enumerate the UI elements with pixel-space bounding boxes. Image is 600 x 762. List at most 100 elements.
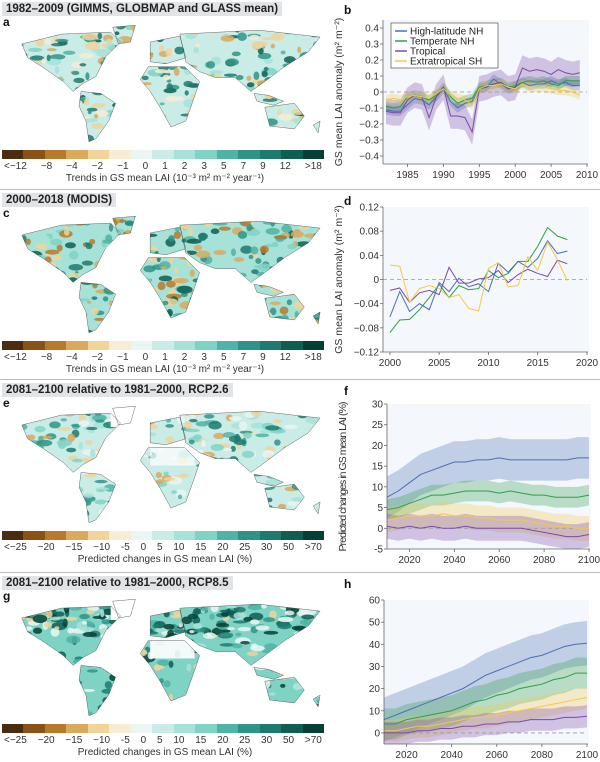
colorbar-tick-label: <−12 [4, 352, 27, 363]
uncertainty-band [386, 55, 580, 145]
colorbar-swatch [216, 724, 239, 733]
colorbar-tick-label: −2 [91, 352, 104, 363]
colorbar-tick-label: 7 [240, 161, 247, 172]
colorbar-swatch [281, 150, 303, 159]
x-tick-label: 2000 [379, 358, 402, 369]
colorbar-tick-label: 12 [279, 352, 291, 363]
colorbar-tick-label: 0 [142, 161, 149, 172]
panel-label-h: h [344, 577, 351, 591]
colorbar-swatch [173, 724, 196, 733]
colorbar-swatch [87, 724, 110, 733]
y-tick-label: 60 [369, 596, 381, 607]
legend-label: High-latitude NH [410, 27, 483, 38]
colorbar-swatch [87, 341, 110, 350]
x-tick-label: 2040 [443, 555, 466, 566]
colorbar-tick-label: 0 [140, 542, 147, 553]
series-line-extratropical_sh [386, 513, 589, 529]
chart-svg-f: f 30 25 20 15 10 5 0 -5 2020 2040 2060 2080 2100 Predi… [337, 384, 600, 566]
colorbar-tick-label: <−25 [4, 542, 27, 553]
y-tick-label: 0.4 [365, 24, 379, 35]
colorbar-swatch [23, 724, 45, 733]
panel-label-f: f [344, 384, 349, 398]
colorbar-swatch [130, 150, 153, 159]
x-tick-label: 2020 [576, 358, 599, 369]
colorbar-tick-label: 3 [201, 352, 207, 363]
colorbar-ticks: <−12 −8 −4 −2 −1 0 1 2 3 5 7 9 12 >18 [4, 161, 322, 172]
uncertainty-band [384, 686, 587, 742]
colorbar-tick-label: −1 [117, 161, 129, 172]
colorbar-swatch [152, 341, 174, 350]
colorbar-tick-label: 7 [240, 352, 247, 363]
row-1982-2009: 1982–2009 (GIMMS, GLOBMAP and GLASS mean… [0, 0, 600, 190]
world-map-g [2, 596, 328, 720]
colorbar-swatch [216, 531, 239, 540]
colorbar-swatch [173, 531, 196, 540]
series-line-extratropical_sh [384, 696, 588, 732]
colorbar-swatch [281, 531, 303, 540]
colorbar-swatch [152, 150, 174, 159]
x-tick-label: 2000 [504, 170, 527, 181]
series-line-extratropical_sh [389, 240, 568, 312]
colorbar-ticks: <−25 −20 −15 −10 -5 0 5 10 15 20 25 30 50 >70 [4, 542, 322, 553]
chart-svg-h: h 60 50 40 30 20 10 0 2020 2040 2060 2080 2100 [344, 577, 599, 761]
y-tick-label: 30 [369, 662, 381, 673]
panel-label-c: c [3, 206, 10, 220]
colorbar-swatch [195, 724, 217, 733]
colorbar-swatch [2, 341, 24, 350]
uncertainty-band [387, 501, 589, 541]
panel-label-d: d [344, 194, 351, 208]
colorbar-swatch [109, 150, 131, 159]
y-tick-label: 0 [377, 524, 383, 535]
legend-label: Tropical [410, 47, 445, 58]
colorbar-swatch [87, 531, 110, 540]
x-tick-label: 2015 [527, 358, 550, 369]
world-map-a [2, 22, 328, 146]
x-tick-label: 2010 [477, 358, 500, 369]
colorbar-swatch [23, 341, 45, 350]
row-rcp26: 2081–2100 relative to 1981–2000, RCP2.6 e… [0, 381, 600, 571]
uncertainty-band [384, 705, 587, 744]
colorbar-swatch [87, 150, 110, 159]
colorbar-caption: Trends in GS mean LAI (10⁻³ m² m⁻² year⁻… [65, 173, 265, 184]
uncertainty-band [384, 621, 587, 742]
x-tick-label: 2020 [398, 555, 421, 566]
y-tick-label: −0.08 [354, 323, 380, 334]
panel-label-g: g [3, 589, 11, 603]
colorbar-tick-label: −8 [40, 352, 53, 363]
colorbar-swatch [152, 531, 174, 540]
colorbar-swatch [259, 150, 282, 159]
colorbar-swatch [259, 531, 282, 540]
colorbar-tick-label: 9 [260, 352, 266, 363]
colorbar-swatch [152, 724, 174, 733]
series-line-extratropical_sh [385, 83, 581, 106]
colorbar-tick-label: −15 [65, 542, 83, 553]
colorbar-swatch [281, 724, 303, 733]
colorbar-tick-label: -5 [120, 542, 130, 553]
colorbar-swatch [238, 150, 260, 159]
y-tick-label: 0.2 [365, 56, 379, 67]
colorbar-tick-label: 2 [181, 352, 188, 363]
y-axis-label: GS mean LAI anomaly (m² m⁻²) [333, 205, 345, 354]
chart-h: h 60 50 40 30 20 10 0 2020 2040 2060 2080 2100 [330, 574, 600, 762]
y-tick-label: 0.04 [360, 251, 380, 262]
colorbar [2, 531, 325, 540]
x-tick-label: 2060 [486, 750, 509, 761]
colorbar-tick-label: 1 [162, 161, 168, 172]
colorbar-caption: Predicted changes in GS mean LAI (%) [77, 554, 253, 565]
uncertainty-band [387, 513, 589, 549]
y-tick-label: 0.1 [365, 72, 379, 83]
colorbar-swatch [195, 341, 217, 350]
series-line-high_latitude_nh [389, 239, 568, 318]
plot-area [387, 404, 591, 549]
x-tick-label: 2060 [488, 555, 511, 566]
colorbar-tick-label: >18 [304, 161, 322, 172]
y-tick-label: 10 [372, 482, 384, 493]
series-line-high_latitude_nh [383, 642, 588, 721]
colorbar-swatch [302, 341, 325, 350]
colorbar-tick-label: 20 [217, 542, 229, 553]
row-rcp85: 2081–2100 relative to 1981–2000, RCP8.5 g… [0, 574, 600, 762]
colorbar-swatch [238, 531, 260, 540]
section-title: 1982–2009 (GIMMS, GLOBMAP and GLASS mean… [2, 2, 283, 16]
